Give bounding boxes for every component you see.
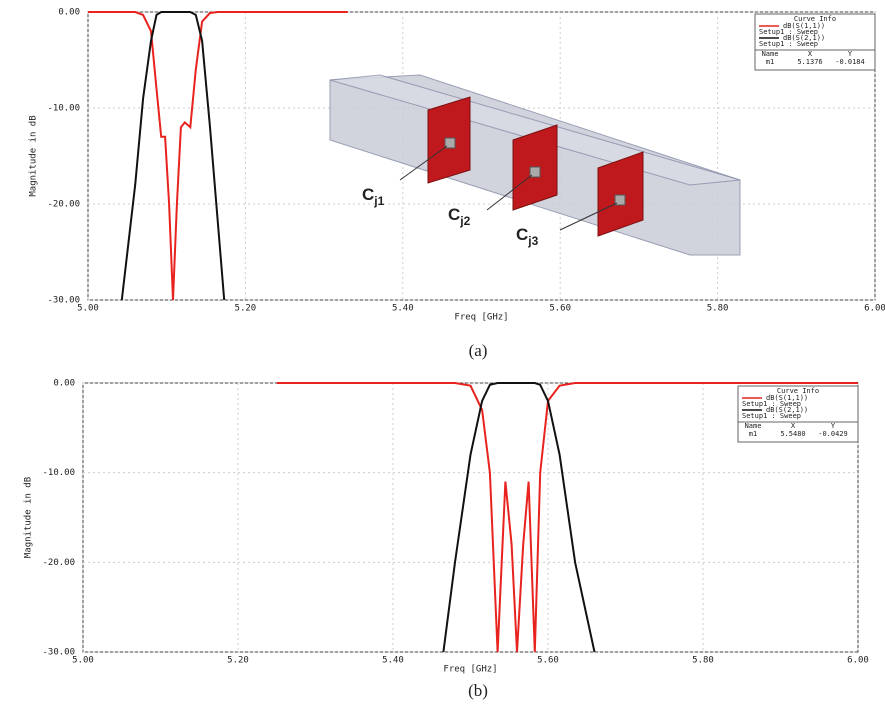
caption: (a) xyxy=(469,341,488,360)
legend-setup: Setup1 : Sweep xyxy=(759,40,818,48)
marker-table-cell: -0.0429 xyxy=(818,430,848,438)
marker-table-cell: Name xyxy=(762,50,779,58)
x-tick-label: 5.40 xyxy=(392,304,414,314)
x-tick-label: 5.00 xyxy=(72,656,94,666)
y-tick-label: -30.00 xyxy=(47,296,80,306)
x-tick-label: 5.80 xyxy=(707,304,729,314)
caption: (b) xyxy=(468,681,488,700)
x-axis-title: Freq [GHz] xyxy=(443,665,497,675)
y-tick-label: 0.00 xyxy=(53,379,75,389)
marker-table-cell: 5.5480 xyxy=(780,430,805,438)
x-axis-title: Freq [GHz] xyxy=(454,313,508,323)
x-tick-label: 5.00 xyxy=(77,304,99,314)
x-tick-label: 5.60 xyxy=(537,656,559,666)
x-tick-label: 5.40 xyxy=(382,656,404,666)
marker-table-cell: -0.0184 xyxy=(835,58,865,66)
figure: 0.00-10.00-20.00-30.005.005.205.405.605.… xyxy=(0,0,885,710)
x-tick-label: 6.00 xyxy=(847,656,869,666)
x-tick-label: 5.60 xyxy=(549,304,571,314)
x-tick-label: 5.80 xyxy=(692,656,714,666)
marker-table-cell: m1 xyxy=(766,58,774,66)
x-tick-label: 6.00 xyxy=(864,304,885,314)
y-tick-label: -30.00 xyxy=(42,648,75,658)
y-tick-label: -20.00 xyxy=(42,558,75,568)
legend-setup: Setup1 : Sweep xyxy=(742,412,801,420)
x-tick-label: 5.20 xyxy=(235,304,257,314)
y-tick-label: -10.00 xyxy=(47,104,80,114)
marker-table-cell: 5.1376 xyxy=(797,58,822,66)
marker-table-cell: Name xyxy=(745,422,762,430)
y-tick-label: -10.00 xyxy=(42,468,75,478)
marker-table-cell: m1 xyxy=(749,430,757,438)
y-axis-title: Magnitude in dB xyxy=(24,477,34,558)
y-tick-label: -20.00 xyxy=(47,200,80,210)
y-axis-title: Magnitude in dB xyxy=(29,115,39,196)
y-tick-label: 0.00 xyxy=(58,8,80,18)
x-tick-label: 5.20 xyxy=(227,656,249,666)
